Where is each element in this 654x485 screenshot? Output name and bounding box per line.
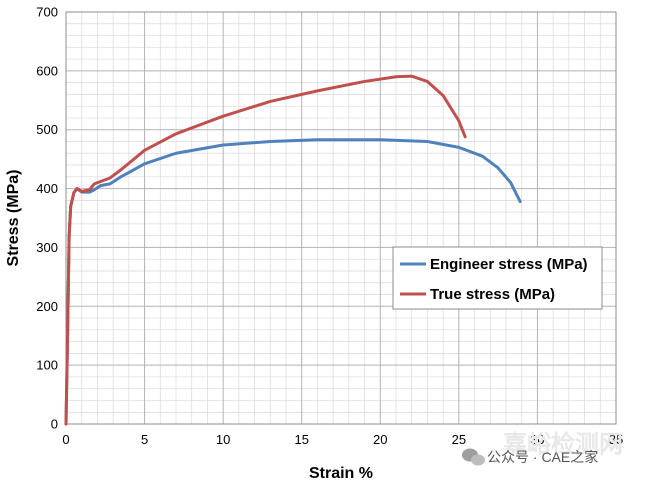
y-tick-label: 200 [36, 299, 58, 314]
x-tick-label: 30 [530, 432, 544, 447]
x-tick-label: 0 [62, 432, 69, 447]
x-axis-title: Strain % [309, 465, 373, 482]
y-tick-label: 600 [36, 63, 58, 78]
watermark-overlay-text: 嘉峪检测网 [503, 430, 623, 458]
x-tick-label: 25 [452, 432, 466, 447]
x-tick-label: 20 [373, 432, 387, 447]
x-tick-label: 5 [141, 432, 148, 447]
legend-label-engineer-stress: Engineer stress (MPa) [430, 256, 588, 273]
legend-box [392, 246, 603, 310]
series-line-true-stress [64, 74, 467, 426]
y-tick-label: 100 [36, 358, 58, 373]
x-tick-label: 10 [216, 432, 230, 447]
x-tick-label: 35 [609, 432, 623, 447]
watermark: 嘉峪检测网 公众号 · CAE之家 [462, 430, 623, 466]
y-tick-label: 300 [36, 240, 58, 255]
minor-grid [66, 12, 616, 424]
x-axis-tick-labels: 0 5 10 15 20 25 30 35 [62, 432, 623, 447]
y-tick-label: 500 [36, 122, 58, 137]
series-lines [64, 74, 522, 426]
y-axis-tick-labels: 0 100 200 300 400 500 600 700 [36, 5, 58, 432]
wechat-icon [462, 448, 485, 466]
y-tick-label: 700 [36, 5, 58, 20]
y-tick-label: 400 [36, 181, 58, 196]
y-tick-label: 0 [51, 417, 58, 432]
x-tick-label: 15 [294, 432, 308, 447]
watermark-wechat-label: 公众号 · CAE之家 [487, 449, 598, 465]
plot-area-frame [65, 11, 617, 425]
y-axis-title: Stress (MPa) [5, 170, 22, 267]
legend-label-true-stress: True stress (MPa) [430, 286, 555, 303]
major-grid [65, 11, 617, 425]
legend: Engineer stress (MPa) True stress (MPa) [392, 246, 603, 310]
